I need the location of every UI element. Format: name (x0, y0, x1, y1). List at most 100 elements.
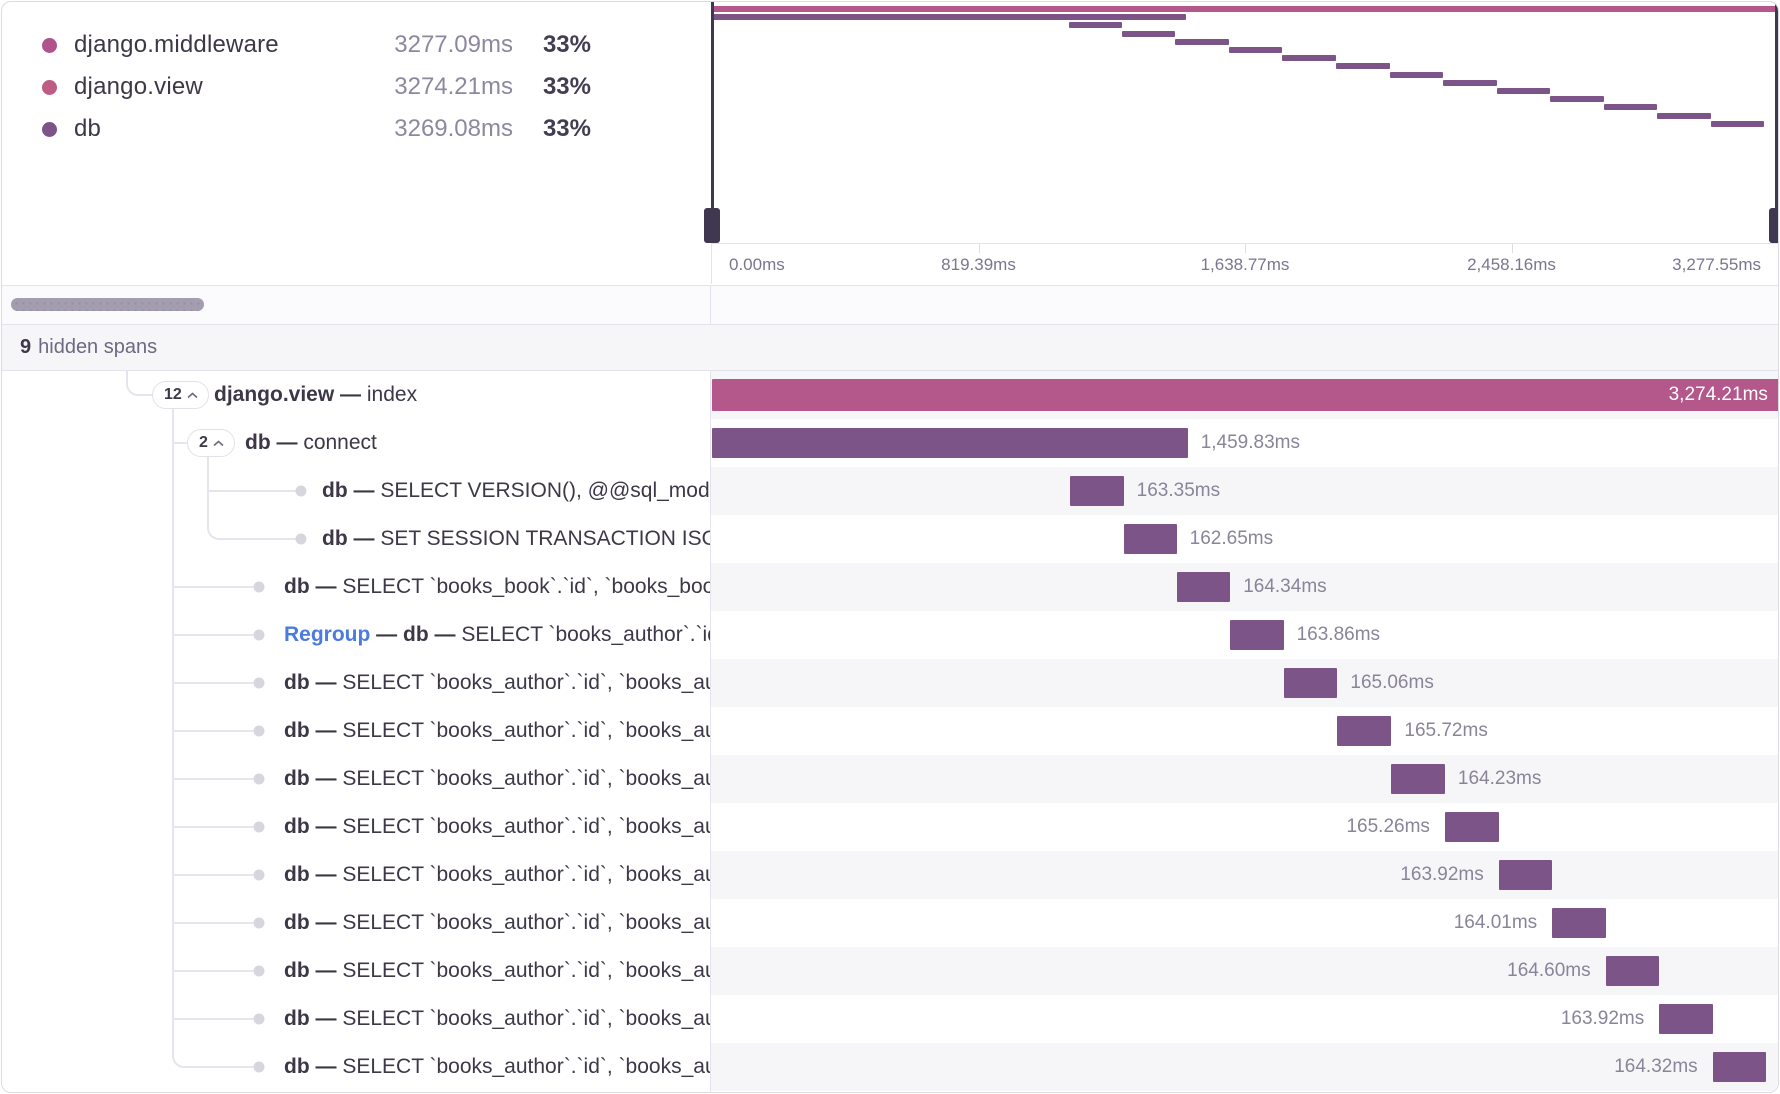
tree-connector (174, 730, 254, 732)
span-duration-bar[interactable] (1283, 668, 1338, 698)
span-duration-bar[interactable] (712, 428, 1188, 458)
span-tree-cell[interactable]: db — SELECT `books_author`.`id`, `books_… (2, 995, 711, 1043)
span-row[interactable]: db — SELECT `books_author`.`id`, `books_… (2, 947, 1778, 995)
span-tree-cell[interactable]: 12 django.view — index (2, 371, 711, 419)
span-row[interactable]: db — SELECT `books_author`.`id`, `books_… (2, 803, 1778, 851)
span-duration-label: 164.01ms (1453, 912, 1538, 933)
span-description: SELECT `books_book`.`id`, `books_book`.`… (342, 575, 711, 598)
span-row[interactable]: db — SELECT `books_author`.`id`, `books_… (2, 659, 1778, 707)
span-description: SET SESSION TRANSACTION ISOLATION LEVEL … (380, 527, 711, 550)
span-duration-bar[interactable] (1337, 716, 1392, 746)
span-tree-cell[interactable]: db — SELECT `books_author`.`id`, `books_… (2, 947, 711, 995)
span-duration-bar[interactable] (1552, 908, 1606, 938)
tree-connector (174, 1018, 254, 1020)
minimap-span-bar (1443, 79, 1498, 86)
span-tree-cell[interactable]: 2 db — connect (2, 419, 711, 467)
span-duration-bar[interactable] (1123, 524, 1177, 554)
minimap-span-bar (1550, 96, 1604, 103)
span-duration-bar[interactable] (1605, 956, 1660, 986)
span-tree-cell[interactable]: db — SELECT `books_author`.`id`, `books_… (2, 899, 711, 947)
span-title: db — SELECT VERSION(), @@sql_mode, @@def… (322, 467, 711, 515)
op-color-dot-icon (42, 79, 57, 95)
span-duration-bar[interactable] (1444, 812, 1499, 842)
axis-tick (1245, 244, 1246, 253)
span-title: db — SELECT `books_author`.`id`, `books_… (284, 707, 711, 755)
minimap-left-handle-line[interactable] (711, 2, 714, 243)
span-tree-cell[interactable]: db — SELECT `books_author`.`id`, `books_… (2, 1043, 711, 1091)
span-duration-label: 163.92ms (1400, 864, 1484, 885)
span-op: db (284, 1055, 310, 1078)
horizontal-scrollbar-thumb[interactable] (11, 298, 204, 311)
span-row[interactable]: db — SELECT `books_author`.`id`, `books_… (2, 707, 1778, 755)
minimap-span-bar (1175, 38, 1229, 45)
span-op: db (284, 815, 310, 838)
collapse-children-pill[interactable]: 2 (187, 429, 235, 457)
minimap-left-handle-grip[interactable] (704, 208, 720, 243)
span-duration-bar[interactable]: 3,274.21ms (712, 379, 1778, 411)
minimap-right-handle-grip[interactable] (1769, 208, 1778, 243)
span-tree-cell[interactable]: db — SELECT `books_author`.`id`, `books_… (2, 755, 711, 803)
minimap-right-handle-line[interactable] (1775, 2, 1778, 243)
span-tree-cell[interactable]: db — SELECT `books_author`.`id`, `books_… (2, 851, 711, 899)
span-duration-label: 164.60ms (1507, 960, 1591, 981)
span-row[interactable]: db — SELECT `books_book`.`id`, `books_bo… (2, 563, 1778, 611)
span-duration-bar[interactable] (1230, 620, 1284, 650)
collapse-children-pill[interactable]: 12 (152, 381, 209, 409)
minimap-span-bar (711, 14, 1187, 21)
legend-row: django.view 3274.21ms 33% (2, 66, 711, 108)
tree-waterfall-divider (710, 371, 711, 1092)
span-duration-bar[interactable] (1659, 1004, 1713, 1034)
span-duration-label: 163.86ms (1296, 624, 1381, 645)
span-row[interactable]: db — SELECT `books_author`.`id`, `books_… (2, 995, 1778, 1043)
span-description: SELECT `books_author`.`id`, `books_autho… (342, 719, 711, 742)
span-row[interactable]: db — SELECT `books_author`.`id`, `books_… (2, 899, 1778, 947)
span-duration-bar[interactable] (1176, 572, 1231, 602)
legend-row: db 3269.08ms 33% (2, 108, 711, 150)
tree-connector (209, 490, 296, 492)
span-row[interactable]: Regroup — db — SELECT `books_author`.`id… (2, 611, 1778, 659)
span-duration-bar[interactable] (1498, 860, 1553, 890)
span-row[interactable]: 12 django.view — index 3,274.21ms (2, 371, 1778, 419)
axis-tick-label: 1,638.77ms (1200, 255, 1290, 274)
minimap-chart[interactable] (704, 2, 1778, 243)
minimap-span-bar (1335, 63, 1390, 70)
tree-connector (174, 826, 254, 828)
span-leaf-dot (253, 917, 265, 929)
span-tree-cell[interactable]: db — SELECT `books_book`.`id`, `books_bo… (2, 563, 711, 611)
trace-minimap[interactable]: 0.00ms 819.39ms 1,638.77ms 2,458.16ms 3,277.… (704, 2, 1778, 285)
span-title: db — SELECT `books_author`.`id`, `books_… (284, 803, 711, 851)
span-title: db — SELECT `books_author`.`id`, `books_… (284, 995, 711, 1043)
span-row[interactable]: db — SELECT VERSION(), @@sql_mode, @@def… (2, 467, 1778, 515)
hidden-spans-row[interactable]: 9 hidden spans (2, 325, 1778, 371)
span-title: db — SET SESSION TRANSACTION ISOLATION L… (322, 515, 711, 563)
span-row[interactable]: db — SELECT `books_author`.`id`, `books_… (2, 851, 1778, 899)
axis-tick-label: 2,458.16ms (1467, 255, 1556, 274)
span-duration-bar[interactable] (1391, 764, 1445, 794)
span-op: db (322, 479, 348, 502)
span-leaf-dot (295, 533, 307, 545)
span-tree-cell[interactable]: db — SELECT `books_author`.`id`, `books_… (2, 707, 711, 755)
span-duration-label: 164.34ms (1243, 576, 1327, 597)
span-tree-cell[interactable]: db — SELECT VERSION(), @@sql_mode, @@def… (2, 467, 711, 515)
children-count: 2 (199, 434, 208, 451)
span-description: SELECT `books_author`.`id`, `books_autho… (342, 1055, 711, 1078)
row-background (711, 1043, 1778, 1091)
span-tree-cell[interactable]: Regroup — db — SELECT `books_author`.`id… (2, 611, 711, 659)
span-tree-cell[interactable]: db — SELECT `books_author`.`id`, `books_… (2, 659, 711, 707)
span-tree-cell[interactable]: db — SELECT `books_author`.`id`, `books_… (2, 803, 711, 851)
span-duration-bar[interactable] (1070, 476, 1124, 506)
span-bar-track: 3,274.21ms (712, 371, 1778, 419)
span-duration-bar[interactable] (1712, 1052, 1767, 1082)
span-row[interactable]: db — SET SESSION TRANSACTION ISOLATION L… (2, 515, 1778, 563)
span-duration-label: 164.23ms (1457, 768, 1542, 789)
minimap-span-bar (1657, 112, 1711, 119)
span-row[interactable]: db — SELECT `books_author`.`id`, `books_… (2, 1043, 1778, 1091)
span-prefix: Regroup (284, 623, 371, 646)
span-tree-cell[interactable]: db — SET SESSION TRANSACTION ISOLATION L… (2, 515, 711, 563)
span-description: connect (303, 431, 377, 454)
span-row[interactable]: 2 db — connect 1,459.83ms (2, 419, 1778, 467)
minimap-time-axis: 0.00ms 819.39ms 1,638.77ms 2,458.16ms 3,277.… (711, 243, 1778, 284)
op-name: db (74, 115, 102, 142)
span-row[interactable]: db — SELECT `books_author`.`id`, `books_… (2, 755, 1778, 803)
minimap-span-bar (1228, 47, 1283, 53)
